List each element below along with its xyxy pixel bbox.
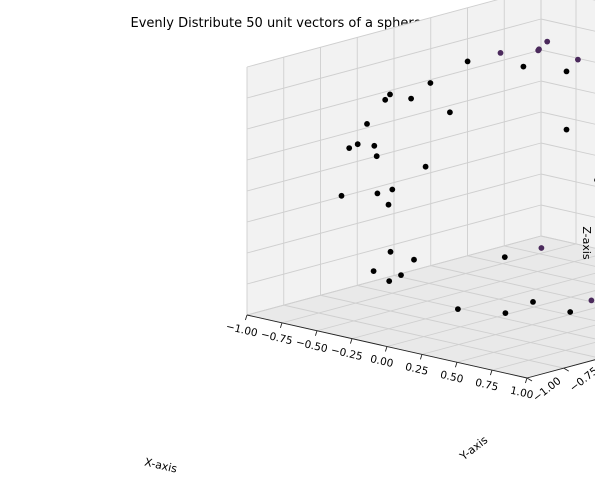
data-point	[346, 145, 352, 151]
chart-title: Evenly Distribute 50 unit vectors of a s…	[131, 16, 422, 31]
data-point	[389, 187, 395, 193]
data-point	[386, 278, 392, 284]
data-point	[465, 59, 471, 65]
x-tick-label: 0.50	[439, 369, 464, 386]
x-tick-mark	[455, 362, 457, 367]
x-tick-label: −0.50	[295, 336, 329, 355]
x-tick-label: 0.25	[404, 361, 429, 378]
data-point	[398, 272, 404, 278]
x-tick-label: 0.75	[474, 377, 499, 394]
y-tick-mark	[527, 378, 532, 381]
data-point	[374, 153, 380, 159]
y-axis-label: Y-axis	[457, 433, 491, 463]
data-point	[411, 257, 417, 263]
x-tick-mark	[280, 323, 282, 328]
x-tick-mark	[490, 370, 492, 375]
data-point	[521, 64, 527, 70]
x-tick-mark	[350, 339, 352, 344]
data-point	[539, 245, 545, 251]
x-tick-label: −0.75	[260, 329, 294, 348]
x-tick-mark	[525, 378, 527, 383]
data-point	[408, 96, 414, 102]
data-point	[544, 39, 550, 45]
y-tick-label: −1.00	[531, 375, 564, 404]
data-point	[447, 109, 453, 115]
data-point	[503, 310, 509, 316]
data-point	[502, 254, 508, 260]
data-point	[371, 268, 377, 274]
data-point	[388, 249, 394, 255]
z-axis-label: Z-axis	[580, 226, 593, 260]
data-point	[355, 141, 361, 147]
x-tick-mark	[385, 347, 387, 352]
x-tick-label: −1.00	[225, 321, 259, 340]
x-tick-label: 1.00	[509, 385, 534, 402]
x-axis-label: X-axis	[143, 456, 178, 476]
x-tick-mark	[245, 315, 247, 320]
data-point	[564, 69, 570, 75]
data-point	[589, 298, 595, 304]
data-point	[364, 121, 370, 127]
data-point	[339, 193, 345, 199]
data-point	[387, 92, 393, 98]
data-point	[530, 299, 536, 305]
y-tick-label: −0.75	[568, 365, 595, 394]
axes-panes	[247, 0, 595, 378]
data-point	[567, 309, 573, 315]
data-point	[382, 97, 388, 103]
data-point	[428, 80, 434, 86]
x-tick-mark	[315, 331, 317, 336]
data-point	[386, 202, 392, 208]
data-point	[423, 164, 429, 170]
data-point	[498, 50, 504, 56]
x-tick-label: −0.25	[330, 344, 364, 363]
x-tick-mark	[420, 354, 422, 359]
data-point	[575, 57, 581, 63]
data-point	[536, 46, 542, 52]
data-point	[564, 127, 570, 133]
y-tick-mark	[564, 368, 569, 371]
x-tick-label: 0.00	[369, 353, 394, 370]
data-point	[371, 143, 377, 149]
data-point	[375, 191, 381, 197]
data-point	[455, 306, 461, 312]
